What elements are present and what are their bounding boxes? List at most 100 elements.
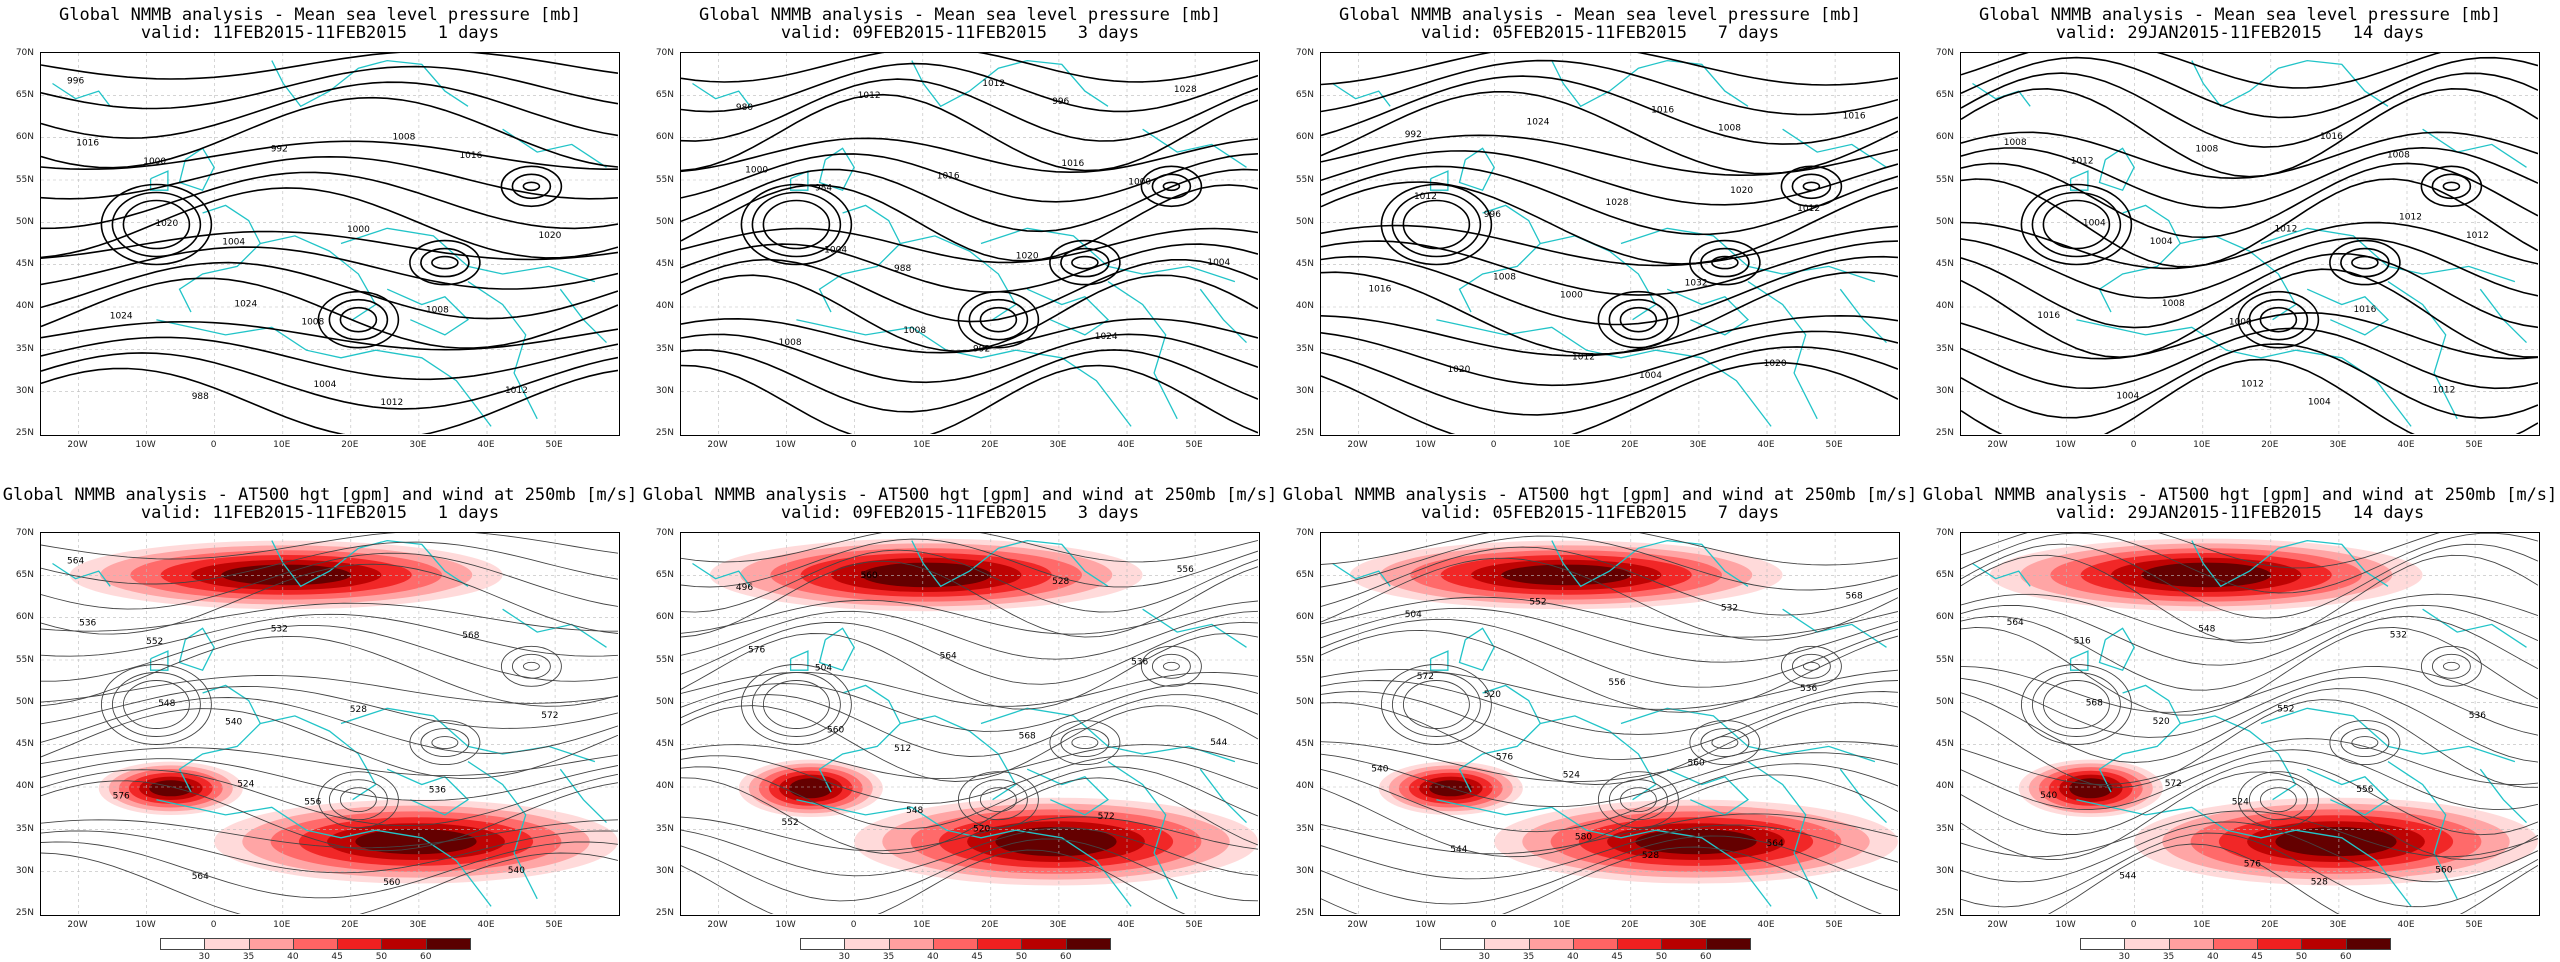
latitude-tick-label: 25N: [655, 428, 674, 438]
contour-label: 572: [1098, 812, 1115, 822]
longitude-tick-label: 20W: [1987, 920, 2008, 930]
contour-label: 532: [271, 625, 288, 635]
latitude-tick-label: 60N: [1295, 132, 1314, 143]
latitude-tick-label: 65N: [15, 570, 34, 581]
contour-label: 1008: [2004, 138, 2027, 148]
contour-label: 560: [827, 726, 844, 736]
contour-label: 1016: [1843, 112, 1866, 122]
contour-label: 1016: [459, 151, 482, 161]
longitude-tick-label: 0: [210, 920, 217, 930]
colorbar-label: 45: [971, 952, 983, 962]
longitude-tick-label: 40E: [1117, 920, 1135, 930]
map-area: 496 504 512 520 528 536 544 552 560 564 568 572 556 5…: [680, 532, 1260, 916]
contour-label: 1020: [155, 219, 178, 229]
contour-label: 1012: [982, 79, 1005, 89]
contour-label: 568: [1019, 732, 1036, 742]
latitude-tick-label: 40N: [1935, 301, 1954, 312]
latitude-tick-label: 30N: [655, 385, 674, 396]
contour-label: 1016: [2353, 305, 2376, 315]
colorbar-swatch: [425, 938, 471, 950]
latitude-tick-label: 25N: [655, 908, 674, 918]
latitude-tick-label: 30N: [1295, 385, 1314, 396]
contour-label: 1016: [2037, 311, 2060, 321]
latitude-tick-label: 70N: [655, 528, 674, 538]
contour-label: 1008: [2162, 299, 2185, 309]
contour-label: 552: [146, 637, 163, 647]
valid-period: valid: 29JAN2015-11FEB2015: [2055, 503, 2322, 523]
latitude-tick-label: 60N: [15, 132, 34, 143]
contour-label: 1000: [347, 225, 370, 235]
contour-label: 1000: [1128, 177, 1151, 187]
colorbar-swatch: [1661, 938, 1707, 950]
colorbar-swatch: [2168, 938, 2214, 950]
map-area: 980 984 988 992 996 1000 1004 1008 1012 1016 1020 1…: [680, 52, 1260, 436]
latitude-tick-label: 30N: [655, 865, 674, 876]
latitude-tick-label: 25N: [1935, 908, 1954, 918]
contour-label: 548: [158, 699, 175, 709]
latitude-tick-label: 65N: [1935, 570, 1954, 581]
latitude-tick-label: 55N: [655, 654, 674, 665]
longitude-tick-label: 20E: [981, 440, 999, 450]
contour-label: 1016: [1368, 285, 1391, 295]
contour-label: 1000: [1560, 291, 1583, 301]
latitude-tick-label: 70N: [655, 48, 674, 58]
contour-label: 568: [2086, 699, 2103, 709]
valid-period: valid: 05FEB2015-11FEB2015: [1420, 503, 1687, 523]
latitude-tick-label: 50N: [15, 216, 34, 227]
panel-valid-line: valid: 11FEB2015-11FEB2015 1 days: [0, 24, 640, 42]
contour-label: 1004: [1207, 258, 1230, 268]
contour-label: 988: [192, 392, 209, 402]
colorbar-label: 35: [242, 952, 255, 962]
colorbar-swatch: [1528, 938, 1574, 950]
longitude-tick-label: 30E: [1689, 440, 1707, 450]
contour-label: 564: [940, 651, 957, 661]
contour-label: 556: [1608, 678, 1625, 688]
colorbar-label: 40: [287, 952, 299, 962]
contour-label: 1004: [222, 237, 245, 247]
longitude-tick-label: 20W: [707, 920, 728, 930]
contour-label: 1032: [1685, 278, 1708, 288]
latitude-tick-label: 25N: [1935, 428, 1954, 438]
longitude-tick-label: 30E: [1049, 920, 1067, 930]
colorbar-label: 60: [1059, 952, 1072, 962]
panel-valid-line: valid: 29JAN2015-11FEB2015 14 days: [1920, 504, 2560, 522]
longitude-tick-label: 10E: [2193, 440, 2211, 450]
contour-label: 996: [1484, 210, 1501, 220]
longitude-tick-label: 0: [1490, 440, 1497, 450]
colorbar-label: 45: [2251, 952, 2263, 962]
latitude-tick-label: 50N: [1935, 696, 1954, 707]
contour-label: 1024: [234, 299, 257, 309]
latitude-tick-label: 50N: [1935, 216, 1954, 227]
contour-label: 1004: [2083, 219, 2106, 229]
colorbar-swatch: [2080, 938, 2126, 950]
latitude-tick-label: 50N: [1295, 696, 1314, 707]
panel-valid-line: valid: 05FEB2015-11FEB2015 7 days: [1280, 504, 1920, 522]
latitude-tick-label: 60N: [15, 612, 34, 623]
longitude-tick-label: 0: [210, 440, 217, 450]
contour-label: 576: [748, 645, 765, 655]
wind-speed-colorbar: [2080, 938, 2391, 950]
contour-label: 1000: [745, 165, 768, 175]
latitude-tick-label: 40N: [1935, 781, 1954, 792]
forecast-days: 1 days: [437, 23, 500, 43]
panel-title: Global NMMB analysis - Mean sea level pr…: [1979, 5, 2501, 25]
wind-speed-colorbar: [1440, 938, 1751, 950]
contour-label: 988: [894, 264, 911, 274]
contour-label: 1012: [2466, 231, 2489, 241]
map-plot: 504 520 524 528 532 536 540 544 552 556 560 564 568 5…: [1321, 533, 1898, 914]
longitude-tick-label: 20E: [981, 920, 999, 930]
longitude-tick-label: 10W: [1415, 920, 1436, 930]
latitude-tick-label: 60N: [1935, 612, 1954, 623]
forecast-days: 7 days: [1717, 503, 1780, 523]
contour-label: 1012: [505, 386, 528, 396]
slp-map-panel: Global NMMB analysis - Mean sea level pr…: [640, 0, 1280, 480]
latitude-tick-label: 40N: [1295, 301, 1314, 312]
colorbar-swatch: [844, 938, 890, 950]
contour-label: 1016: [937, 171, 960, 181]
contour-label: 540: [225, 717, 242, 727]
map-plot: 996 1000 1004 1008 1012 1016 1020 1024 988 992 100…: [41, 53, 618, 434]
contour-label: 528: [1052, 577, 1069, 587]
longitude-tick-label: 20W: [1987, 440, 2008, 450]
contour-label: 504: [815, 664, 832, 674]
latitude-tick-label: 50N: [15, 696, 34, 707]
